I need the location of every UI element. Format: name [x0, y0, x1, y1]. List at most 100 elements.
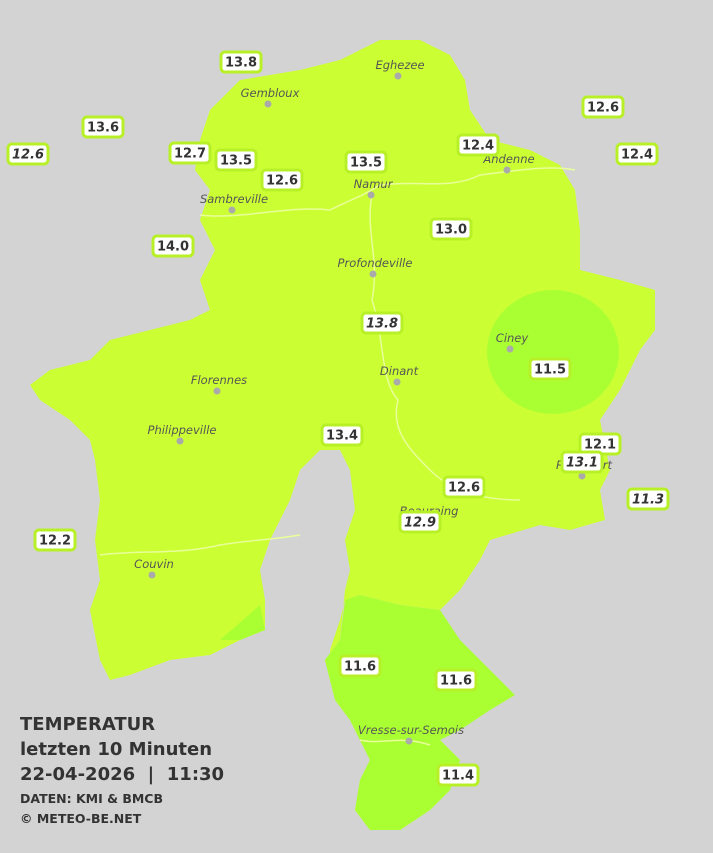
station: 13.1 [560, 450, 604, 474]
city-dot [367, 191, 375, 199]
station-box [615, 142, 659, 166]
city-dot [578, 472, 586, 480]
station: 13.0 [429, 217, 473, 241]
station-value: 12.7 [174, 147, 206, 162]
station-box [360, 311, 404, 335]
city: Philippeville [148, 423, 217, 445]
station: 11.5 [528, 357, 572, 381]
title: TEMPERATUR [20, 714, 155, 735]
station-value: 12.9 [404, 516, 436, 531]
copyright: © METEO-BE.NET [20, 811, 142, 826]
city-dot [393, 378, 401, 386]
station-box [581, 95, 625, 119]
city: Gembloux [241, 86, 300, 108]
city: Vresse-sur-Semois [358, 723, 464, 745]
station-box [6, 142, 50, 166]
station-value: 14.0 [157, 240, 189, 255]
station: 12.4 [456, 133, 500, 157]
station-box [626, 487, 670, 511]
city-label: Philippeville [148, 423, 217, 437]
city-label: Profondeville [338, 256, 413, 270]
station-value: 12.4 [621, 148, 653, 163]
station: 12.6 [581, 95, 625, 119]
city-label: Ciney [496, 331, 529, 345]
source: DATEN: KMI & BMCB [20, 791, 163, 806]
info-block: TEMPERATUR letzten 10 Minuten 22-04-2026… [20, 714, 224, 826]
station-value: 12.2 [39, 534, 71, 549]
city: Couvin [134, 557, 174, 579]
city-label: Dinant [380, 364, 419, 378]
station: 12.6 [6, 142, 50, 166]
station-value: 11.5 [534, 363, 566, 378]
city-dot [264, 100, 272, 108]
city-label: Couvin [134, 557, 174, 571]
station-value: 13.5 [220, 154, 252, 169]
station-value: 12.6 [448, 481, 480, 496]
station: 12.9 [398, 510, 442, 534]
station-box [214, 148, 258, 172]
station-box [151, 234, 195, 258]
station-value: 11.6 [344, 660, 376, 675]
city-dot [176, 437, 184, 445]
station: 13.5 [344, 150, 388, 174]
city-label: Vresse-sur-Semois [358, 723, 464, 737]
station: 13.5 [214, 148, 258, 172]
city-label: Eghezee [375, 58, 424, 72]
station-value: 13.0 [435, 223, 467, 238]
station: 11.4 [436, 763, 480, 787]
station-box [260, 168, 304, 192]
station-value: 13.8 [366, 317, 398, 332]
station: 13.8 [219, 50, 263, 74]
station: 11.3 [626, 487, 670, 511]
station-box [338, 654, 382, 678]
station-box [168, 141, 212, 165]
city-label: Gembloux [241, 86, 300, 100]
station: 12.4 [615, 142, 659, 166]
station-value: 12.6 [266, 174, 298, 189]
city: Namur [354, 177, 394, 199]
station: 13.6 [81, 115, 125, 139]
station: 12.6 [442, 475, 486, 499]
station-value: 11.6 [440, 674, 472, 689]
station-box [320, 423, 364, 447]
station: 12.1 [578, 432, 622, 456]
station-value: 11.3 [632, 493, 664, 508]
subtitle: letzten 10 Minuten [20, 739, 212, 760]
station: 11.6 [338, 654, 382, 678]
station: 14.0 [151, 234, 195, 258]
city-label: Namur [354, 177, 394, 191]
city: Florennes [191, 373, 247, 395]
city: Profondeville [338, 256, 413, 278]
station-value: 13.5 [350, 156, 382, 171]
city-label: Florennes [191, 373, 247, 387]
city-dot [228, 206, 236, 214]
city-dot [148, 571, 156, 579]
station-value: 12.1 [584, 438, 616, 453]
city-dot [405, 737, 413, 745]
city-dot [506, 345, 514, 353]
station-box [434, 668, 478, 692]
station-box [456, 133, 500, 157]
warm-zone [487, 290, 619, 414]
station: 12.2 [33, 528, 77, 552]
station: 12.7 [168, 141, 212, 165]
station-value: 13.8 [225, 56, 257, 71]
station-box [436, 763, 480, 787]
city-dot [213, 387, 221, 395]
station-box [219, 50, 263, 74]
station-value: 12.4 [462, 139, 494, 154]
city: Ciney [496, 331, 529, 353]
station-box [398, 510, 442, 534]
station-box [344, 150, 388, 174]
city-dot [369, 270, 377, 278]
station-box [442, 475, 486, 499]
city: Dinant [380, 364, 419, 386]
city-label: Sambreville [200, 192, 268, 206]
station-value: 11.4 [442, 769, 474, 784]
city: Sambreville [200, 192, 268, 214]
station-value: 13.1 [566, 456, 598, 471]
warm-zone [325, 595, 515, 830]
station: 11.6 [434, 668, 478, 692]
datetime: 22-04-2026 | 11:30 [20, 764, 224, 785]
